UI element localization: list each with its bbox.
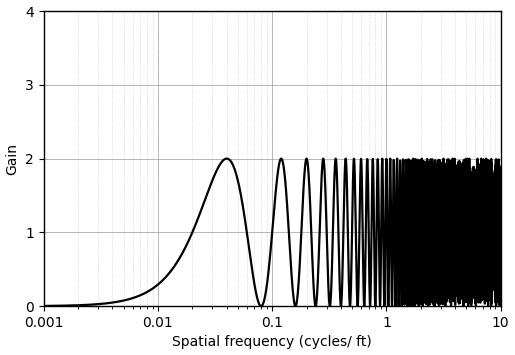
Y-axis label: Gain: Gain (6, 143, 20, 175)
X-axis label: Spatial frequency (cycles/ ft): Spatial frequency (cycles/ ft) (173, 335, 372, 349)
